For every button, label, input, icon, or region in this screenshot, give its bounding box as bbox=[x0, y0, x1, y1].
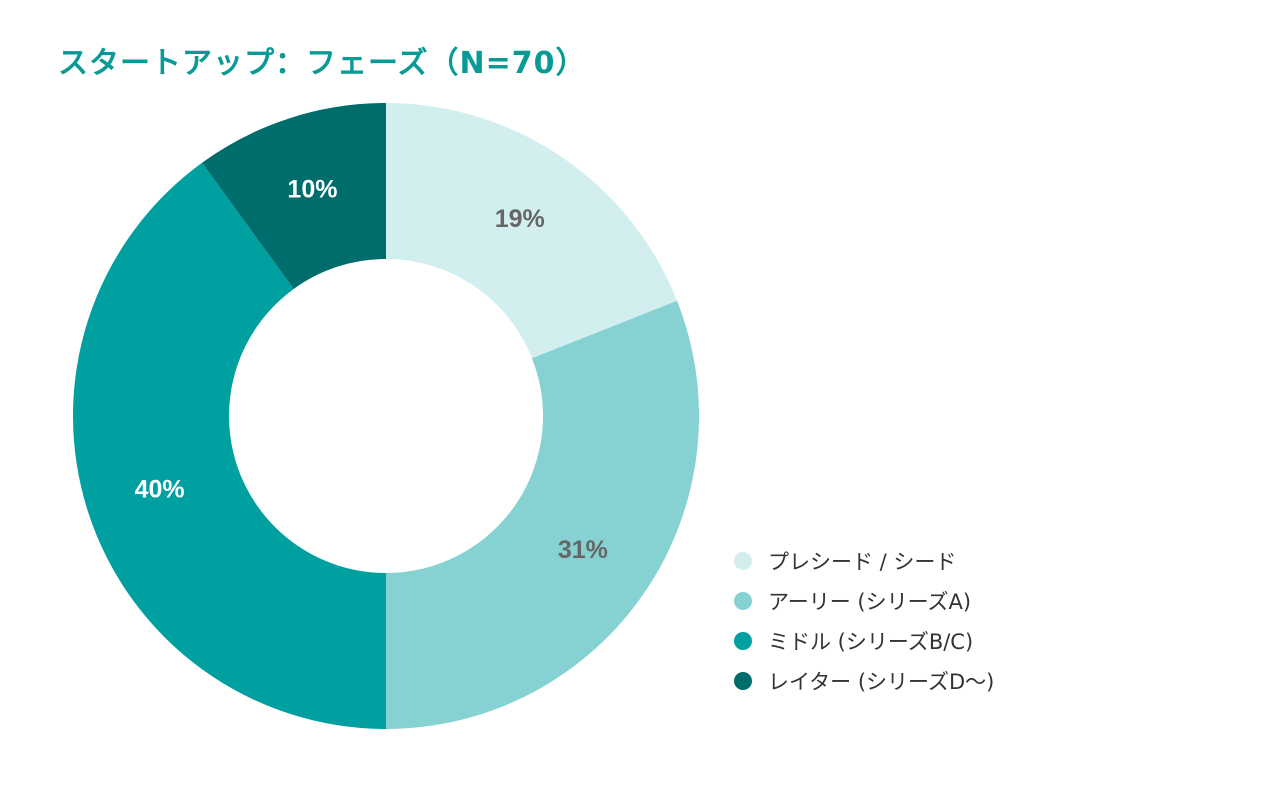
legend-swatch-icon bbox=[734, 632, 752, 650]
slice-later-value-label: 10% bbox=[287, 176, 337, 204]
slice-early-value-label: 31% bbox=[558, 536, 608, 564]
slice-preseed bbox=[386, 103, 678, 359]
slice-labels-group: 19% 31% 40% 10% bbox=[135, 176, 608, 564]
slices-group bbox=[73, 103, 699, 729]
slice-middle-value-label: 40% bbox=[135, 476, 185, 504]
legend-item-preseed: プレシード / シード bbox=[734, 541, 994, 581]
legend-item-later: レイター (シリーズD〜) bbox=[734, 661, 994, 701]
slice-later bbox=[202, 103, 386, 289]
legend-label: アーリー (シリーズA) bbox=[768, 590, 972, 614]
legend-label: レイター (シリーズD〜) bbox=[768, 670, 995, 694]
slice-early bbox=[386, 300, 699, 729]
chart-legend: プレシード / シード アーリー (シリーズA) ミドル (シリーズB/C) レ… bbox=[734, 541, 994, 701]
legend-label: プレシード / シード bbox=[768, 550, 957, 574]
slice-middle bbox=[73, 162, 386, 729]
legend-swatch-icon bbox=[734, 552, 752, 570]
chart-title: スタートアップ：フェーズ（N=70） bbox=[58, 46, 587, 81]
slice-preseed-value-label: 19% bbox=[495, 205, 545, 233]
legend-swatch-icon bbox=[734, 592, 752, 610]
legend-item-early: アーリー (シリーズA) bbox=[734, 581, 994, 621]
legend-swatch-icon bbox=[734, 672, 752, 690]
legend-item-middle: ミドル (シリーズB/C) bbox=[734, 621, 994, 661]
legend-label: ミドル (シリーズB/C) bbox=[768, 630, 974, 654]
